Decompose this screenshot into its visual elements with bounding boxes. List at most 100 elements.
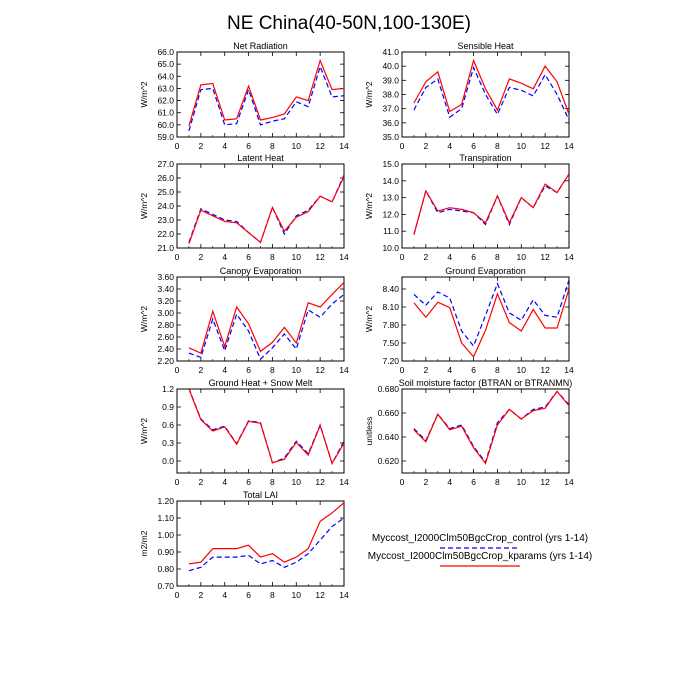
y-tick-label: 2.80 — [157, 320, 174, 330]
panel-4: Canopy Evaporation 0 2 4 6 8 10 12 14 2.20 2.40 2.6… — [139, 266, 349, 375]
x-tick-label: 10 — [292, 252, 302, 262]
x-tick-label: 8 — [495, 365, 500, 375]
y-tick-label: 2.20 — [157, 356, 174, 366]
x-tick-label: 6 — [246, 590, 251, 600]
series-group — [413, 58, 569, 121]
x-tick-label: 0 — [400, 477, 405, 487]
series-group — [188, 502, 344, 572]
y-axis-label: W/m^2 — [139, 193, 149, 219]
x-tick-label: 2 — [423, 252, 428, 262]
x-tick-label: 4 — [222, 365, 227, 375]
panel-2: Latent Heat 0 2 4 6 8 10 12 14 21.0 22.0 23.0 24.0 25… — [139, 153, 349, 262]
y-tick-label: 41.0 — [382, 47, 399, 57]
y-tick-label: 11.0 — [383, 226, 399, 236]
y-tick-label: 2.40 — [157, 344, 174, 354]
y-tick-label: 8.10 — [382, 302, 399, 312]
y-tick-label: 3.60 — [157, 272, 174, 282]
y-tick-label: 7.80 — [382, 320, 399, 330]
y-tick-label: 59.0 — [157, 132, 174, 142]
y-tick-label: 10.0 — [382, 243, 399, 253]
series-line-kparams — [188, 176, 344, 245]
x-tick-label: 0 — [400, 141, 405, 151]
series-line-kparams — [413, 288, 569, 358]
x-tick-label: 10 — [517, 141, 527, 151]
x-tick-label: 14 — [339, 365, 349, 375]
y-tick-label: 13.0 — [382, 193, 399, 203]
x-tick-label: 2 — [198, 252, 203, 262]
y-tick-label: 63.0 — [157, 83, 174, 93]
y-tick-label: 0.90 — [157, 547, 174, 557]
x-tick-label: 14 — [564, 365, 574, 375]
y-tick-label: 24.0 — [157, 201, 174, 211]
y-tick-label: 1.2 — [162, 384, 174, 394]
y-tick-label: 62.0 — [157, 96, 174, 106]
series-line-kparams — [413, 390, 569, 465]
y-tick-label: 27.0 — [157, 159, 174, 169]
y-tick-label: 60.0 — [157, 120, 174, 130]
y-tick-label: 39.0 — [382, 75, 399, 85]
panel-frame — [401, 276, 570, 362]
x-tick-label: 12 — [315, 477, 325, 487]
x-tick-label: 6 — [471, 477, 476, 487]
series-line-kparams — [413, 173, 569, 235]
series-line-control — [413, 173, 569, 235]
x-tick-label: 14 — [339, 252, 349, 262]
x-tick-label: 8 — [495, 477, 500, 487]
x-tick-label: 14 — [564, 252, 574, 262]
y-axis-label: unitless — [364, 417, 374, 446]
x-tick-label: 6 — [471, 141, 476, 151]
y-tick-label: 12.0 — [382, 209, 399, 219]
x-tick-label: 0 — [400, 252, 405, 262]
x-tick-label: 2 — [423, 365, 428, 375]
series-group — [188, 281, 344, 361]
y-axis-label: W/m^2 — [139, 418, 149, 444]
x-tick-label: 0 — [400, 365, 405, 375]
series-group — [413, 390, 569, 465]
y-axis-label: m2/m2 — [139, 530, 149, 556]
series-line-kparams — [188, 281, 344, 355]
legend-label-control: Myccost_I2000Clm50BgcCrop_control (yrs 1… — [372, 533, 588, 544]
x-tick-label: 14 — [564, 477, 574, 487]
panel-title: Ground Evaporation — [445, 266, 526, 276]
y-tick-label: 3.40 — [157, 284, 174, 294]
x-tick-label: 6 — [471, 252, 476, 262]
x-tick-label: 2 — [198, 141, 203, 151]
y-tick-label: 0.620 — [378, 456, 400, 466]
x-tick-label: 12 — [540, 477, 550, 487]
x-tick-label: 0 — [175, 477, 180, 487]
x-tick-label: 8 — [270, 252, 275, 262]
x-tick-label: 6 — [246, 252, 251, 262]
y-tick-label: 1.00 — [157, 530, 174, 540]
series-line-control — [188, 517, 344, 572]
y-tick-label: 37.0 — [382, 104, 399, 114]
y-axis-label: W/m^2 — [139, 81, 149, 107]
y-tick-label: 0.3 — [162, 438, 174, 448]
y-tick-label: 66.0 — [157, 47, 174, 57]
x-tick-label: 8 — [270, 365, 275, 375]
x-tick-label: 12 — [540, 141, 550, 151]
x-tick-label: 4 — [222, 477, 227, 487]
x-tick-label: 2 — [198, 477, 203, 487]
x-tick-label: 6 — [246, 141, 251, 151]
panel-title: Latent Heat — [237, 153, 284, 163]
x-tick-label: 0 — [175, 252, 180, 262]
x-tick-label: 8 — [270, 477, 275, 487]
y-tick-label: 0.6 — [162, 420, 174, 430]
y-tick-label: 3.20 — [157, 296, 174, 306]
x-tick-label: 4 — [447, 365, 452, 375]
panel-frame — [401, 163, 570, 249]
legend-label-kparams: Myccost_I2000Clm50BgcCrop_kparams (yrs 1… — [368, 551, 593, 562]
panel-frame — [401, 51, 570, 138]
x-tick-label: 8 — [495, 141, 500, 151]
series-line-control — [188, 293, 344, 361]
x-tick-label: 2 — [198, 590, 203, 600]
series-line-control — [413, 279, 569, 348]
x-tick-label: 14 — [339, 590, 349, 600]
panel-title: Canopy Evaporation — [220, 266, 302, 276]
x-tick-label: 2 — [423, 141, 428, 151]
x-tick-label: 10 — [517, 477, 527, 487]
x-tick-label: 14 — [339, 141, 349, 151]
x-tick-label: 12 — [315, 365, 325, 375]
series-line-kparams — [188, 58, 344, 127]
